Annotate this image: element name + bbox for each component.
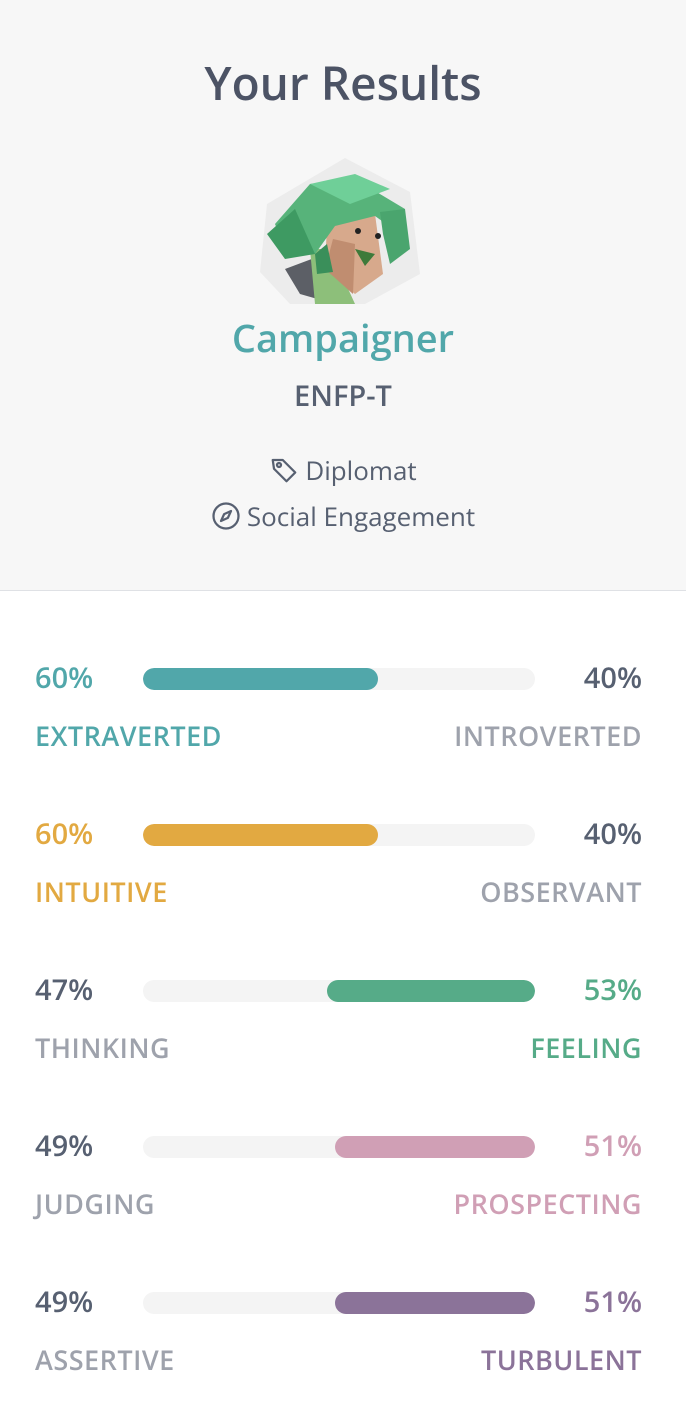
personality-type-code: ENFP-T xyxy=(294,376,392,415)
trait-bar-fill xyxy=(143,824,379,846)
strategy-label: Social Engagement xyxy=(246,498,476,534)
left-trait-label: JUDGING xyxy=(35,1185,156,1222)
role-row: Diplomat xyxy=(0,452,686,488)
trait-row-tactics: 49% 51% JUDGING PROSPECTING xyxy=(0,1126,686,1246)
trait-bar-fill xyxy=(327,980,535,1002)
right-trait-label: INTROVERTED xyxy=(454,717,642,754)
trait-bar xyxy=(143,668,535,690)
right-percentage: 51% xyxy=(583,1282,642,1321)
right-percentage: 53% xyxy=(583,970,642,1009)
left-percentage: 49% xyxy=(35,1126,94,1165)
left-percentage: 47% xyxy=(35,970,94,1009)
left-percentage: 49% xyxy=(35,1282,94,1321)
left-percentage: 60% xyxy=(35,814,94,853)
right-percentage: 40% xyxy=(583,814,642,853)
right-trait-label: TURBULENT xyxy=(480,1341,642,1378)
trait-row-mind: 60% 40% INTUITIVE OBSERVANT xyxy=(0,814,686,934)
left-trait-label: ASSERTIVE xyxy=(35,1341,175,1378)
left-trait-label: EXTRAVERTED xyxy=(35,717,222,754)
left-trait-label: THINKING xyxy=(35,1029,171,1066)
trait-bar-fill xyxy=(143,668,379,690)
strategy-row: Social Engagement xyxy=(0,498,686,534)
left-percentage: 60% xyxy=(35,658,94,697)
personality-type-name: Campaigner xyxy=(231,312,455,364)
trait-bar xyxy=(143,1136,535,1158)
role-label: Diplomat xyxy=(305,452,417,488)
right-trait-label: FEELING xyxy=(530,1029,642,1066)
compass-icon xyxy=(212,502,240,530)
trait-bar-fill xyxy=(335,1136,535,1158)
right-trait-label: PROSPECTING xyxy=(453,1185,642,1222)
campaigner-avatar xyxy=(260,158,420,304)
trait-bar xyxy=(143,1292,535,1314)
right-percentage: 51% xyxy=(583,1126,642,1165)
right-trait-label: OBSERVANT xyxy=(480,873,642,910)
trait-row-nature: 47% 53% THINKING FEELING xyxy=(0,970,686,1090)
trait-bar-fill xyxy=(335,1292,535,1314)
trait-row-identity: 49% 51% ASSERTIVE TURBULENT xyxy=(0,1282,686,1402)
trait-bar xyxy=(143,980,535,1002)
left-trait-label: INTUITIVE xyxy=(35,873,168,910)
tag-icon xyxy=(271,458,297,483)
page-title: Your Results xyxy=(204,52,482,114)
results-header: Your Results Campaigner ENFP-T Diplomat … xyxy=(0,0,686,591)
trait-bar xyxy=(143,824,535,846)
trait-row-energy: 60% 40% EXTRAVERTED INTROVERTED xyxy=(0,658,686,778)
right-percentage: 40% xyxy=(583,658,642,697)
